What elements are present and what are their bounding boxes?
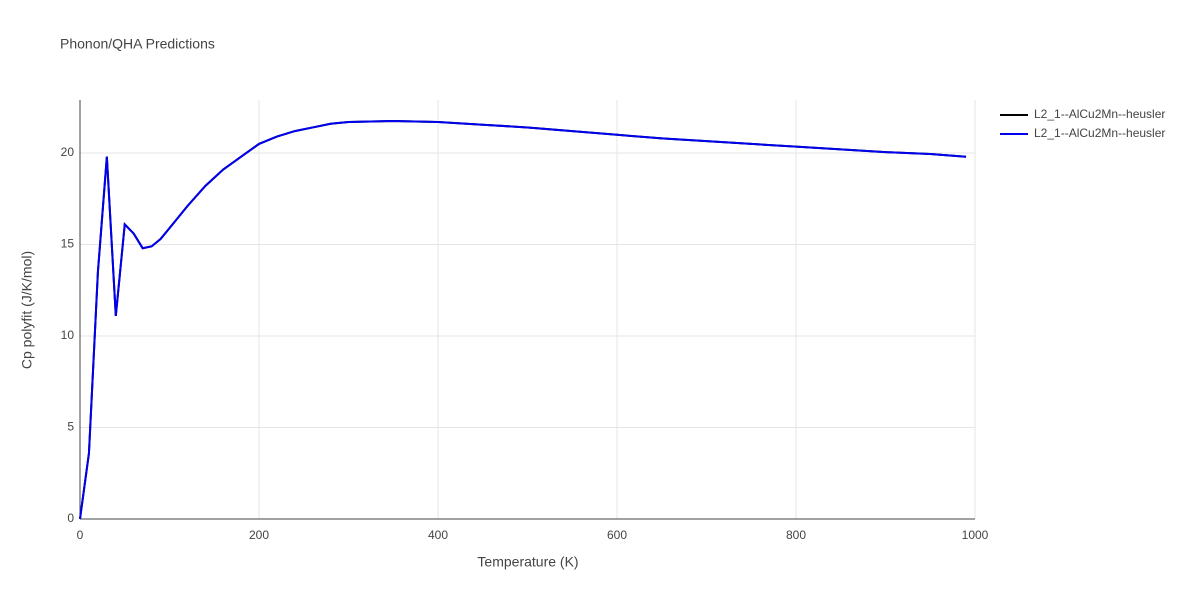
y-tick-label: 20 (61, 145, 75, 159)
x-tick-label: 400 (428, 528, 448, 542)
y-tick-label: 5 (67, 420, 74, 434)
x-axis-label: Temperature (K) (477, 554, 578, 570)
chart-title: Phonon/QHA Predictions (60, 36, 215, 52)
x-tick-label: 0 (77, 528, 84, 542)
legend-label: L2_1--AlCu2Mn--heusler (1034, 107, 1165, 121)
x-tick-label: 200 (249, 528, 269, 542)
x-tick-label: 1000 (962, 528, 989, 542)
y-tick-label: 10 (61, 328, 75, 342)
legend-label: L2_1--AlCu2Mn--heusler (1034, 126, 1165, 140)
y-tick-label: 0 (67, 511, 74, 525)
y-axis-label: Cp polyfit (J/K/mol) (19, 251, 35, 369)
data-line (79, 120, 967, 520)
x-tick-label: 600 (607, 528, 627, 542)
y-tick-label: 15 (61, 237, 75, 251)
data-line (79, 120, 967, 520)
x-tick-label: 800 (786, 528, 806, 542)
